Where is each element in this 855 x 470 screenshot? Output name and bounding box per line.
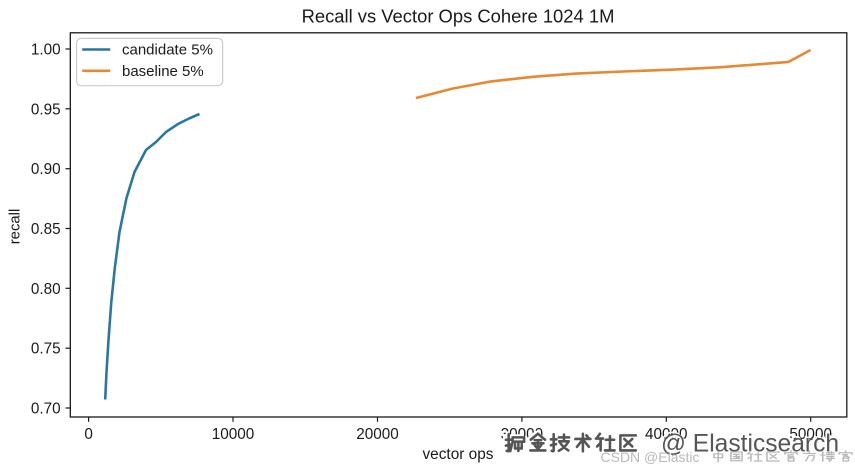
svg-text:50000: 50000 [789,426,832,443]
svg-text:0.95: 0.95 [31,101,61,118]
svg-text:20000: 20000 [356,426,399,443]
svg-text:0.80: 0.80 [31,281,61,298]
svg-text:baseline 5%: baseline 5% [122,63,204,80]
svg-text:40000: 40000 [645,426,688,443]
svg-text:vector ops: vector ops [422,446,493,463]
svg-text:10000: 10000 [212,426,255,443]
svg-text:Recall vs Vector Ops Cohere 10: Recall vs Vector Ops Cohere 1024 1M [302,5,615,26]
svg-text:0.85: 0.85 [31,221,61,238]
svg-text:0: 0 [84,426,93,443]
svg-text:0.75: 0.75 [31,341,61,358]
svg-text:@ Elasticsearch: @ Elasticsearch [659,429,837,456]
svg-text:0.70: 0.70 [31,401,61,418]
svg-text:CSDN @Elastic: CSDN @Elastic [601,449,700,465]
svg-text:candidate 5%: candidate 5% [122,42,213,59]
svg-text:CSDN @Elastic: CSDN @Elastic [602,450,701,466]
svg-text:1.00: 1.00 [31,42,61,59]
svg-text:0.90: 0.90 [31,161,61,178]
svg-text:recall: recall [8,209,24,245]
